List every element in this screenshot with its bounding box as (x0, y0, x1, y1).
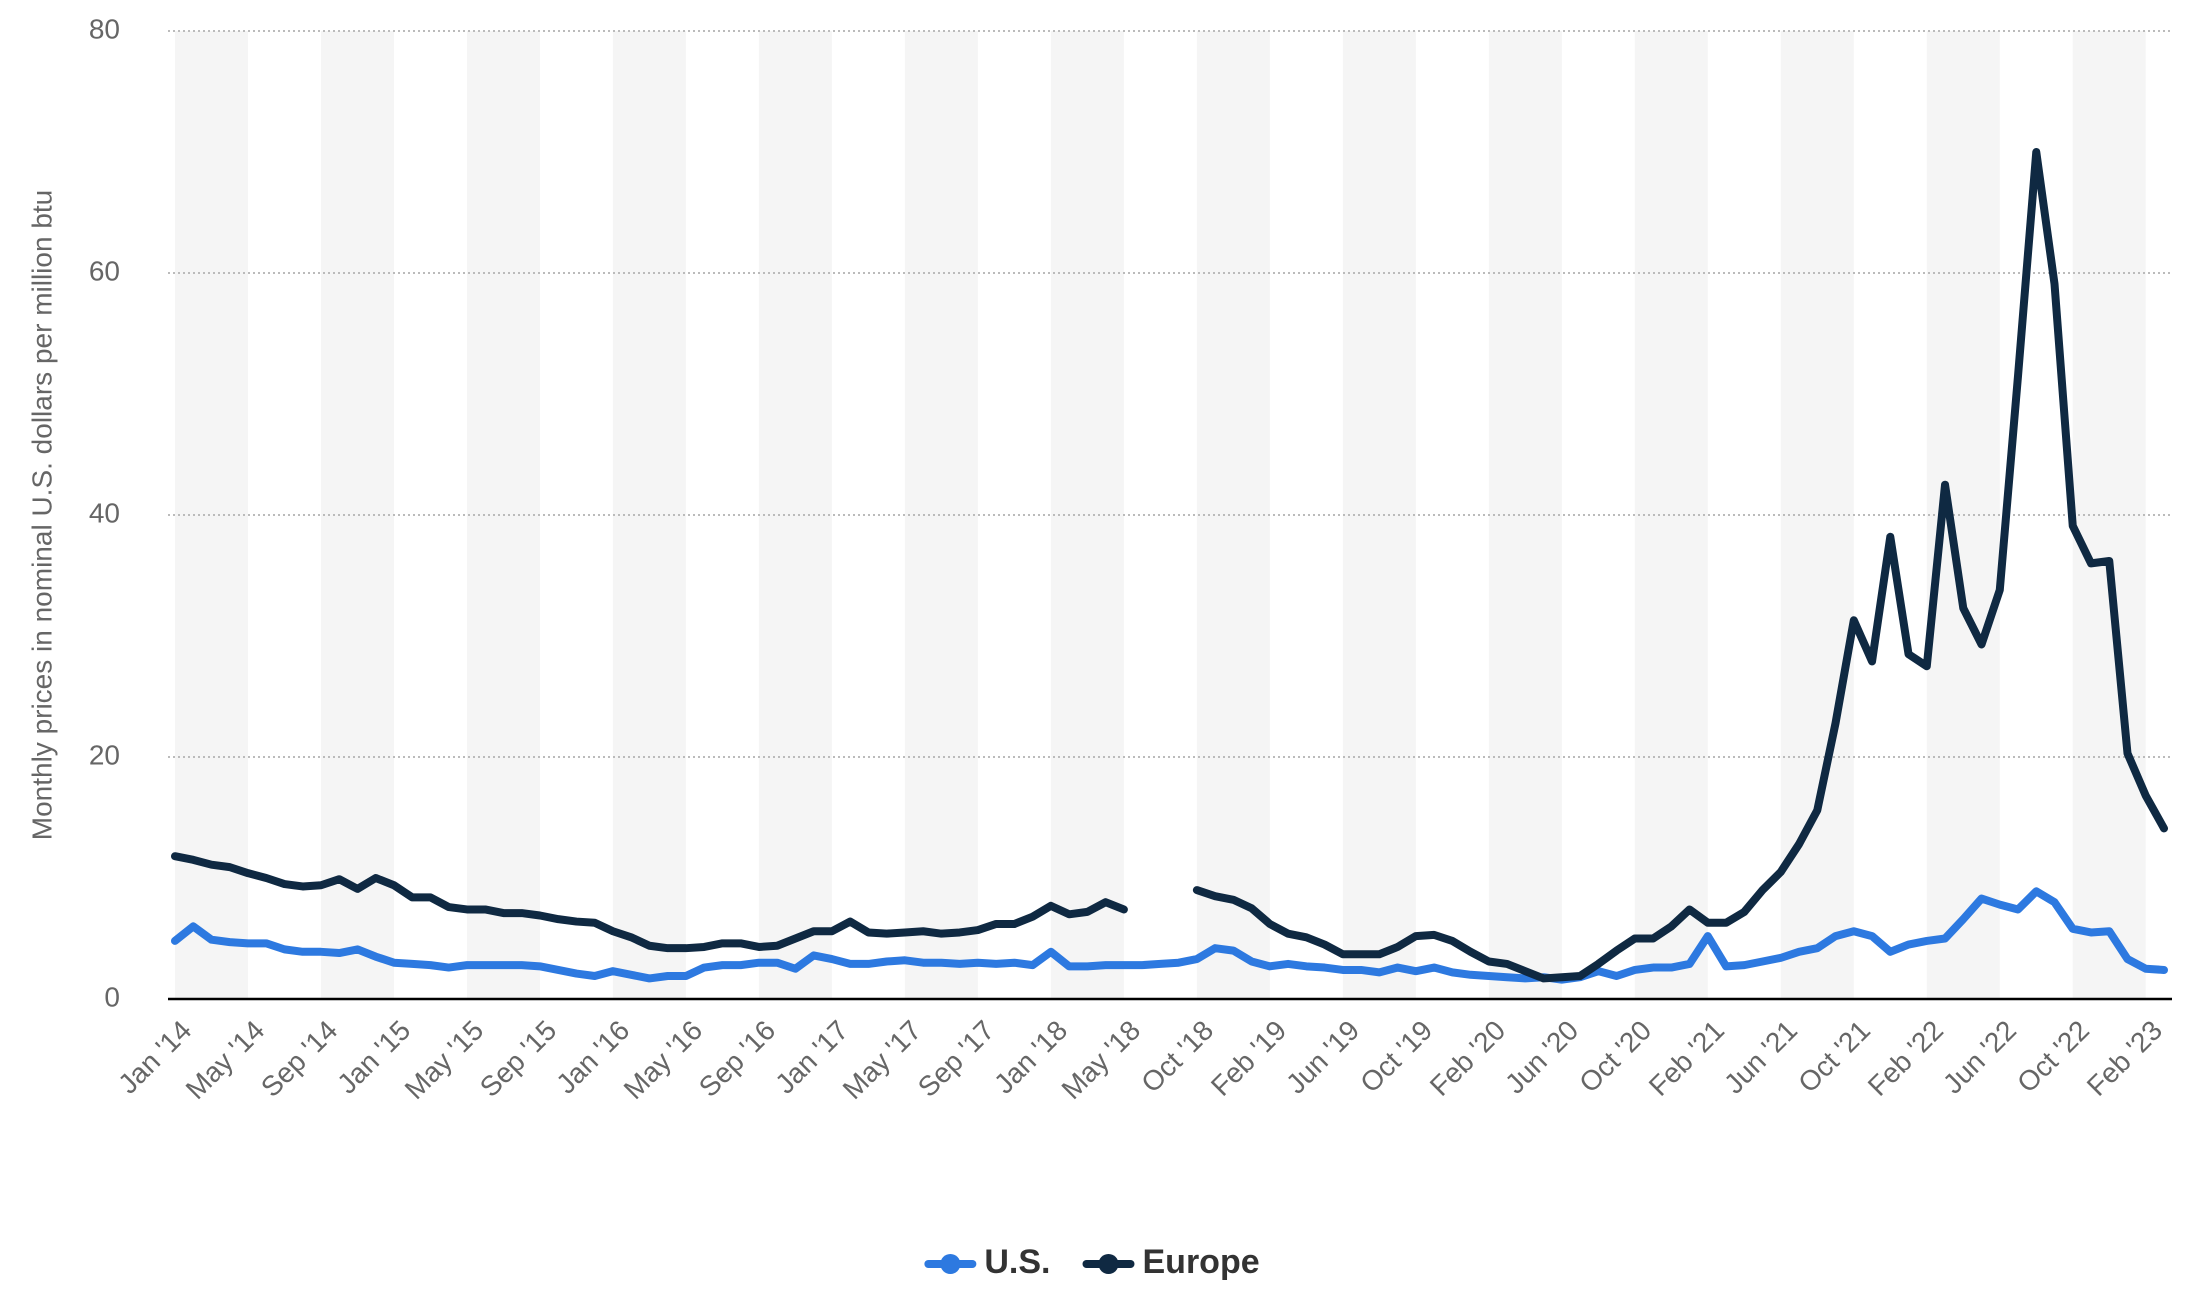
x-tick-label: May '17 (837, 1014, 928, 1105)
x-tick-label: Oct '20 (1573, 1014, 1657, 1098)
x-tick-label: May '14 (180, 1014, 271, 1105)
line-series (171, 887, 2168, 984)
band (175, 31, 248, 999)
y-tick-label: 60 (89, 255, 120, 286)
x-tick-label: Jun '21 (1718, 1014, 1803, 1099)
band (1634, 31, 1708, 999)
x-tick-label: Sep '17 (912, 1014, 1000, 1102)
x-tick-label: Jun '19 (1280, 1014, 1365, 1099)
x-tick-label: Sep '16 (693, 1014, 781, 1102)
x-tick-label: Oct '21 (1792, 1014, 1876, 1098)
x-tick-label: Jun '20 (1499, 1014, 1584, 1099)
x-tick-label: Oct '18 (1135, 1014, 1219, 1098)
y-tick-label: 40 (89, 497, 120, 528)
y-axis-title: Monthly prices in nominal U.S. dollars p… (26, 190, 57, 841)
legend-marker (940, 1254, 961, 1274)
x-tick-label: Sep '14 (255, 1014, 343, 1102)
legend-item: U.S. (924, 1243, 1051, 1281)
x-tick-label: Oct '22 (2011, 1014, 2095, 1098)
x-tick-label: Feb '22 (1862, 1014, 1949, 1101)
legend-marker (1098, 1254, 1119, 1274)
legend: U.S. Europe (924, 1243, 1260, 1281)
legend-item: Europe (1082, 1243, 1260, 1281)
band (1780, 31, 1854, 999)
x-tick-label: Feb '21 (1643, 1014, 1730, 1101)
x-tick-label: May '18 (1056, 1014, 1147, 1105)
x-tick-label: May '16 (618, 1014, 709, 1105)
y-tick-label: 0 (104, 981, 120, 1012)
x-tick-label: May '15 (399, 1014, 490, 1105)
x-tick-label: Jun '22 (1937, 1014, 2022, 1099)
line-series (171, 148, 2168, 983)
band (1050, 31, 1124, 999)
x-tick-label: Feb '20 (1424, 1014, 1511, 1101)
x-tick-label: Feb '23 (2081, 1014, 2168, 1101)
y-tick-label: 80 (89, 13, 120, 44)
x-tick-label: Oct '19 (1354, 1014, 1438, 1098)
y-tick-label: 20 (89, 739, 120, 770)
x-tick-label: Sep '15 (474, 1014, 562, 1102)
x-tick-label: Feb '19 (1205, 1014, 1292, 1101)
legend-label: Europe (1143, 1243, 1260, 1281)
band (904, 31, 978, 999)
legend-label: U.S. (984, 1243, 1050, 1281)
